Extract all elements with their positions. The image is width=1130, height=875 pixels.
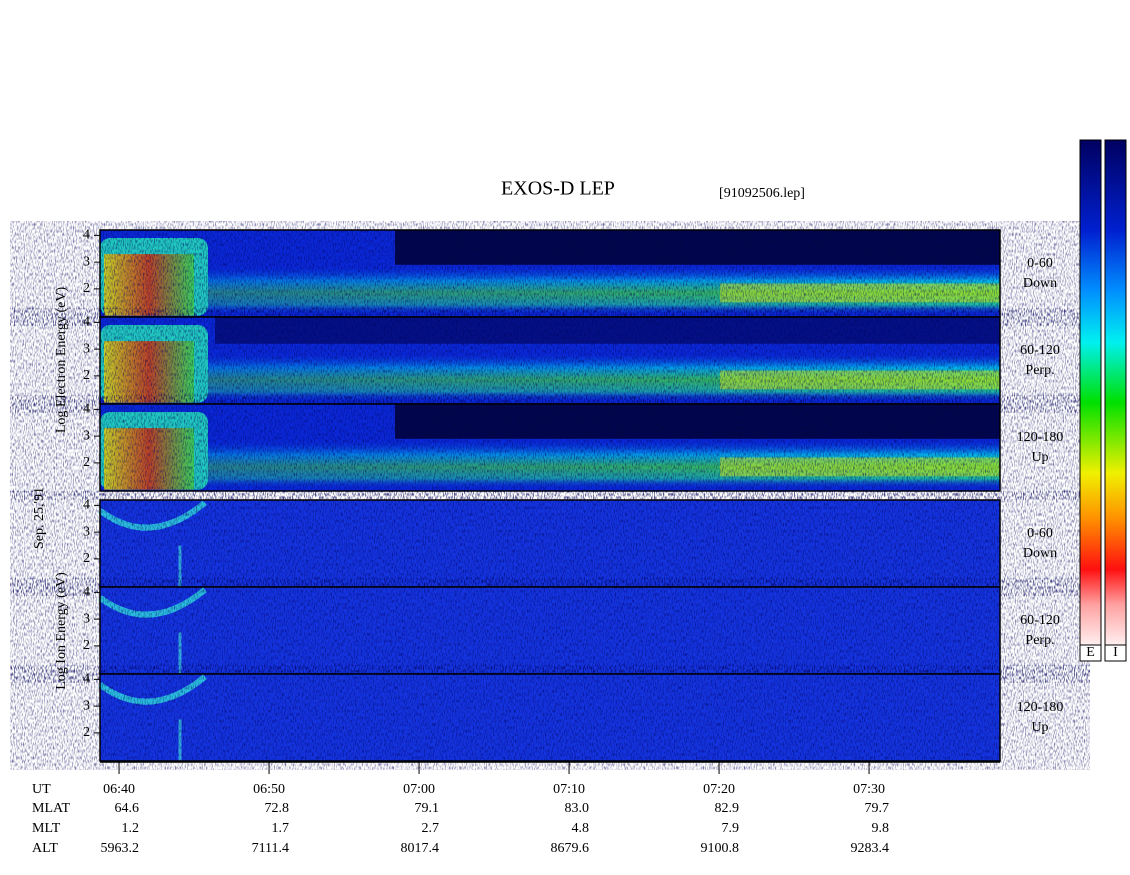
y-axis-label: Log Ion Energy (eV) <box>54 572 69 690</box>
y-tick-label: 3 <box>83 524 90 539</box>
pitch-label: 120-180 <box>1017 700 1064 715</box>
y-tick-label: 2 <box>83 551 90 566</box>
pitch-label: 60-120 <box>1020 343 1060 358</box>
panel-frame <box>99 673 1001 762</box>
file-label: [91092506.lep] <box>719 186 805 201</box>
ephemeris-label: MLAT <box>32 801 71 816</box>
ephemeris-value: 82.9 <box>715 801 740 816</box>
direction-label: Perp. <box>1025 363 1054 378</box>
noise <box>100 587 1000 674</box>
noise <box>100 317 1000 404</box>
ephemeris-value: 72.8 <box>265 801 290 816</box>
ephemeris-value: 64.6 <box>115 801 140 816</box>
ephemeris-value: 7.9 <box>722 821 740 836</box>
x-tick-label: 07:30 <box>853 782 885 797</box>
date-label: Sep. 25,'91 <box>32 487 47 549</box>
ephemeris-value: 7111.4 <box>252 841 289 856</box>
y-tick-label: 4 <box>83 498 90 513</box>
y-tick-label: 3 <box>83 341 90 356</box>
ephemeris-label: ALT <box>32 841 58 856</box>
colorbar-box <box>1104 644 1127 662</box>
direction-label: Down <box>1023 276 1057 291</box>
x-tick-label: 06:40 <box>103 782 135 797</box>
y-tick-label: 2 <box>83 281 90 296</box>
y-tick-label: 3 <box>83 428 90 443</box>
colorbar <box>1104 139 1127 646</box>
pitch-label: 0-60 <box>1027 526 1053 541</box>
ephemeris-value: 5963.2 <box>101 841 140 856</box>
colorbar-label: E <box>1086 645 1095 660</box>
chart-title: EXOS-D LEP <box>501 178 615 200</box>
ephemeris-value: 9.8 <box>872 821 890 836</box>
colorbar-box <box>1079 644 1102 662</box>
noise <box>100 500 1000 587</box>
y-axis-label: Log Electron Energy (eV) <box>54 287 69 434</box>
ephemeris-value: 9283.4 <box>851 841 890 856</box>
y-tick-label: 3 <box>83 254 90 269</box>
ephemeris-value: 4.8 <box>572 821 590 836</box>
y-tick-label: 4 <box>83 315 90 330</box>
direction-label: Perp. <box>1025 633 1054 648</box>
noise <box>100 230 1000 317</box>
noise <box>100 404 1000 491</box>
y-tick-label: 2 <box>83 455 90 470</box>
y-tick-label: 3 <box>83 611 90 626</box>
x-tick-label: 07:10 <box>553 782 585 797</box>
panel-frame <box>99 403 1001 492</box>
colorbar <box>1079 139 1102 646</box>
plots <box>98 229 1001 762</box>
y-tick-label: 4 <box>83 585 90 600</box>
ephemeris-value: 1.2 <box>122 821 140 836</box>
y-tick-label: 4 <box>83 672 90 687</box>
ephemeris-value: 83.0 <box>565 801 590 816</box>
ephemeris-value: 9100.8 <box>701 841 740 856</box>
ephemeris-value: 8017.4 <box>401 841 440 856</box>
direction-label: Up <box>1031 720 1048 735</box>
y-tick-label: 2 <box>83 368 90 383</box>
y-tick-label: 2 <box>83 638 90 653</box>
y-tick-label: 2 <box>83 725 90 740</box>
time-row-label: UT <box>32 782 51 797</box>
y-tick-label: 4 <box>83 228 90 243</box>
x-tick-label: 07:20 <box>703 782 735 797</box>
ephemeris-label: MLT <box>32 821 61 836</box>
ephemeris-value: 1.7 <box>272 821 290 836</box>
pitch-label: 120-180 <box>1017 430 1064 445</box>
x-tick-label: 06:50 <box>253 782 285 797</box>
ephemeris-value: 2.7 <box>422 821 440 836</box>
ephemeris-value: 79.1 <box>415 801 440 816</box>
pitch-label: 0-60 <box>1027 256 1053 271</box>
direction-label: Up <box>1031 450 1048 465</box>
pitch-label: 60-120 <box>1020 613 1060 628</box>
direction-label: Down <box>1023 546 1057 561</box>
y-tick-label: 3 <box>83 698 90 713</box>
y-tick-label: 4 <box>83 402 90 417</box>
x-tick-label: 07:00 <box>403 782 435 797</box>
ephemeris-value: 79.7 <box>865 801 890 816</box>
noise <box>100 674 1000 761</box>
ephemeris-value: 8679.6 <box>551 841 590 856</box>
colorbar-label: I <box>1113 645 1118 660</box>
